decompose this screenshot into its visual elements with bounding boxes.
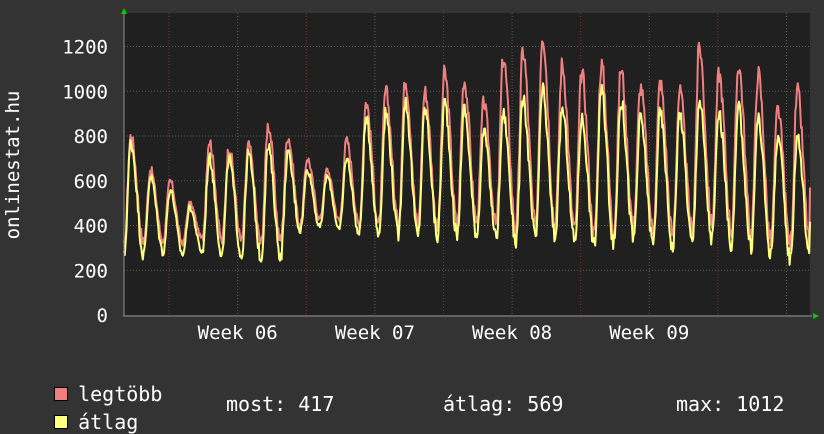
y-tick-label: 0	[97, 305, 108, 327]
data-series	[123, 40, 811, 266]
legend-swatch-max	[54, 386, 69, 401]
y-tick-label: 400	[74, 216, 108, 238]
y-axis-arrow	[121, 8, 127, 14]
x-tick-label: Week 08	[472, 322, 552, 344]
y-tick-label: 200	[74, 260, 108, 282]
legend-item-max: legtöbb	[30, 364, 162, 404]
x-tick-label: Week 06	[198, 322, 278, 344]
legend-label-max: legtöbb	[78, 382, 163, 406]
legend-label-avg: átlag	[78, 410, 139, 434]
x-axis-arrow	[813, 313, 819, 319]
stat-maximum: max: 1012	[676, 392, 785, 416]
x-tick-label: Week 09	[609, 322, 689, 344]
y-axis-title: onlinestat.hu	[2, 91, 24, 240]
y-tick-label: 600	[74, 171, 108, 193]
stat-now: most: 417	[226, 392, 335, 416]
y-tick-label: 1000	[62, 81, 108, 103]
legend-item-avg: átlag	[30, 392, 138, 432]
x-tick-label: Week 07	[335, 322, 415, 344]
y-tick-label: 800	[74, 126, 108, 148]
legend-swatch-avg	[54, 414, 69, 429]
y-axis-ticks: 0 200 400 600 800 1000 1200	[62, 37, 108, 327]
y-tick-label: 1200	[62, 37, 108, 59]
series-line-avg	[123, 82, 811, 266]
x-axis-ticks: Week 06 Week 07 Week 08 Week 09	[198, 322, 690, 344]
stat-average: átlag: 569	[443, 392, 564, 416]
series-line-max	[123, 40, 811, 251]
